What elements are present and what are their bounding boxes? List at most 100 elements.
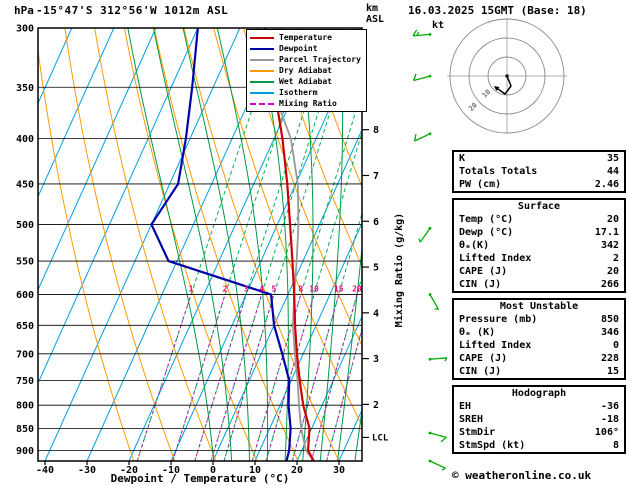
stat-row: CIN (J) 15 xyxy=(454,365,624,378)
wind-barb xyxy=(428,357,448,362)
stat-value: 266 xyxy=(600,279,619,290)
pressure-unit-label: hPa xyxy=(14,4,34,17)
stat-label: θₑ(K) xyxy=(459,240,490,251)
hodograph-ring-label: 10 xyxy=(481,88,493,100)
hodograph-unit-label: kt xyxy=(432,20,445,31)
mixing-ratio-labeled-line xyxy=(326,326,362,461)
pressure-tick-label: 650 xyxy=(16,321,34,332)
stat-label: K xyxy=(459,153,466,164)
isotherm-line xyxy=(38,28,199,385)
stat-label: EH xyxy=(459,401,472,412)
stat-value: 20 xyxy=(606,214,619,225)
pressure-tick-label: 800 xyxy=(16,401,34,412)
stat-row: StmSpd (kt) 8 xyxy=(454,439,624,452)
stat-value: 35 xyxy=(606,153,619,164)
pressure-tick-label: 900 xyxy=(16,446,34,457)
legend-item: Dewpoint xyxy=(250,43,363,54)
stat-label: Lifted Index xyxy=(459,340,532,351)
dry-adiabat-line xyxy=(153,28,299,461)
stat-label: CIN (J) xyxy=(459,366,502,377)
hodograph-origin-marker xyxy=(505,74,509,78)
temp-tick-label: 20 xyxy=(291,465,303,476)
mixing-ratio-value-label: 3 xyxy=(244,285,249,294)
mixing-ratio-value-label: 15 xyxy=(334,285,344,294)
dewpoint-curve xyxy=(150,28,292,461)
legend-item: Mixing Ratio xyxy=(250,98,363,109)
wind-barb xyxy=(428,431,447,443)
altitude-unit-asl: ASL xyxy=(366,14,385,25)
wind-barb xyxy=(412,29,432,37)
altitude-unit-label: km ASL xyxy=(366,3,384,25)
mixing-ratio-value-label: 5 xyxy=(272,285,277,294)
dry-adiabat-line xyxy=(64,28,176,461)
stat-row: K 35 xyxy=(454,152,624,165)
pressure-tick-label: 500 xyxy=(16,220,34,231)
x-axis-label: Dewpoint / Temperature (°C) xyxy=(110,472,290,485)
temp-tick-label: -10 xyxy=(162,465,180,476)
legend-item: Isotherm xyxy=(250,87,363,98)
pressure-tick-label: 550 xyxy=(16,257,34,268)
legend-label: Dewpoint xyxy=(279,44,318,53)
stat-row: Temp (°C) 20 xyxy=(454,213,624,226)
stat-value: 228 xyxy=(600,353,619,364)
temp-axis: -40 -30 -20 -10 0 10 20 30 xyxy=(36,461,345,476)
stat-value: -18 xyxy=(600,414,619,425)
plot-frame xyxy=(37,27,363,462)
stat-value: 106° xyxy=(594,427,619,438)
pressure-tick-label: 850 xyxy=(16,424,34,435)
pressure-tick-label: 750 xyxy=(16,376,34,387)
wind-barb xyxy=(428,293,440,310)
stat-row: θₑ(K) 342 xyxy=(454,239,624,252)
stat-label: Dewp (°C) xyxy=(459,227,514,238)
mixing-ratio-value-label: 10 xyxy=(309,285,319,294)
stat-value: 17.1 xyxy=(594,227,619,238)
temp-tick-label: 0 xyxy=(210,465,216,476)
temp-tick-label: 30 xyxy=(333,465,345,476)
pressure-tick-label: 700 xyxy=(16,349,34,360)
datetime-title: 16.03.2025 15GMT (Base: 18) xyxy=(408,4,587,17)
stat-row: Lifted Index 2 xyxy=(454,252,624,265)
pressure-tick-label: 300 xyxy=(16,24,34,35)
stat-label: StmSpd (kt) xyxy=(459,440,526,451)
mixing-ratio-value-label: 20 xyxy=(352,285,362,294)
wet-adiabat-line xyxy=(319,28,344,461)
legend-label: Wet Adiabat xyxy=(279,77,332,86)
stat-row: PW (cm) 2.46 xyxy=(454,178,624,191)
stat-value: 850 xyxy=(600,314,619,325)
stat-box-surface: Surface Temp (°C) 20 Dewp (°C) 17.1 θₑ(K) 342 L… xyxy=(452,198,626,293)
mixing-ratio-line xyxy=(223,28,357,461)
stat-value: -36 xyxy=(600,401,619,412)
wind-barb xyxy=(428,459,446,471)
mixing-ratio-labels: 1 2 3 4 5 8 10 15 20 xyxy=(189,285,362,294)
profiles xyxy=(150,28,315,461)
km-tick-label: 8 xyxy=(373,125,379,136)
stat-label: PW (cm) xyxy=(459,179,502,190)
dry-adiabat-line xyxy=(38,46,135,461)
stat-row: Lifted Index 0 xyxy=(454,339,624,352)
pressure-tick-label: 350 xyxy=(16,83,34,94)
lcl-label: LCL xyxy=(372,433,389,443)
stat-label: θₑ (K) xyxy=(459,327,496,338)
stat-label: Temp (°C) xyxy=(459,214,514,225)
mixing-ratio-line xyxy=(265,130,362,461)
stat-value: 2.46 xyxy=(594,179,619,190)
legend: Temperature Dewpoint Parcel Trajectory Dry … xyxy=(246,29,367,112)
stat-box-header: Surface xyxy=(517,201,561,212)
dry-adiabat-line xyxy=(123,28,258,461)
isotherm-line xyxy=(38,28,73,105)
stat-box-most-unstable: Most Unstable Pressure (mb) 850 θₑ (K) 346 Li… xyxy=(452,298,626,380)
isotherm-line xyxy=(296,315,362,461)
legend-swatch-parcel-trajectory xyxy=(250,58,274,61)
wind-barb xyxy=(413,132,432,142)
stat-value: 346 xyxy=(600,327,619,338)
temp-tick-label: -40 xyxy=(36,465,54,476)
wind-barb-column xyxy=(412,29,448,471)
stat-label: Pressure (mb) xyxy=(459,314,538,325)
mixing-ratio-value-label: 1 xyxy=(189,285,194,294)
stat-label: Totals Totals xyxy=(459,166,538,177)
mixing-ratio-line xyxy=(251,89,362,461)
pressure-gridlines: 300 350 400 450 500 550 600 650 700 750 800 850 900 xyxy=(16,24,362,457)
stat-box-header: Hodograph xyxy=(511,388,567,399)
